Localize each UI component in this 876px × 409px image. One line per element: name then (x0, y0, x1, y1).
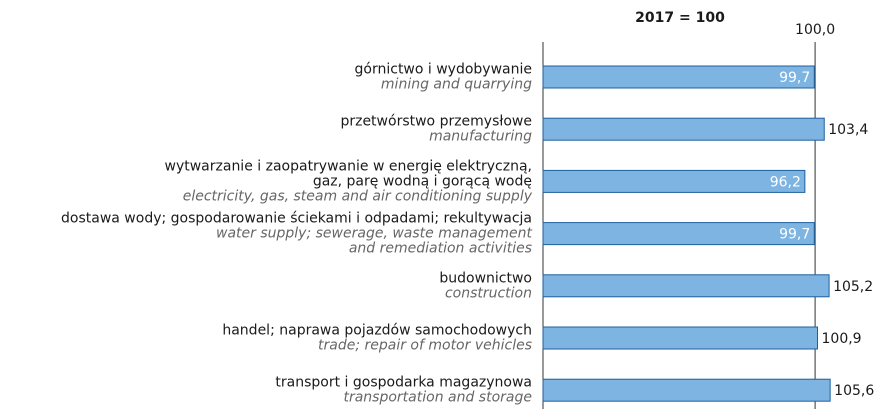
bar (542, 222, 815, 246)
category-label-en: construction (445, 285, 532, 301)
bar (542, 117, 825, 141)
category-label-en: manufacturing (429, 129, 532, 145)
value-label: 100,9 (822, 331, 862, 347)
category-label-en: electricity, gas, steam and air conditio… (183, 188, 533, 204)
category-label-en: transportation and storage (343, 390, 532, 406)
value-label: 103,4 (828, 122, 868, 138)
category-label: gaz, parę wodną i gorącą wodę (313, 173, 532, 189)
category-label-en: mining and quarrying (381, 77, 532, 93)
category-label: transport i gospodarka magazynowa (275, 375, 532, 391)
category-label: wytwarzanie i zaopatrywanie w energię el… (165, 158, 533, 174)
category-label: budownictwo (439, 270, 532, 286)
category-label: przetwórstwo przemysłowe (340, 114, 532, 130)
bar (542, 65, 815, 89)
category-label: górnictwo i wydobywanie (355, 62, 532, 78)
value-label: 99,7 (779, 70, 810, 86)
bar (542, 378, 831, 402)
value-label: 96,2 (770, 174, 801, 190)
bar (542, 274, 830, 298)
category-label: handel; naprawa pojazdów samochodowych (222, 323, 532, 339)
category-label-en: and remediation activities (349, 241, 532, 257)
value-label: 99,7 (779, 227, 810, 243)
category-label-en: water supply; sewerage, waste management (216, 226, 532, 242)
category-label: dostawa wody; gospodarowanie ściekami i … (61, 211, 532, 227)
value-label: 105,6 (834, 383, 874, 399)
x-tick-label: 100,0 (795, 22, 835, 38)
category-label-en: trade; repair of motor vehicles (318, 338, 532, 354)
chart-subtitle: 2017 = 100 (635, 10, 725, 26)
value-label: 105,2 (833, 279, 873, 295)
bar (542, 169, 806, 193)
bar (542, 326, 819, 350)
